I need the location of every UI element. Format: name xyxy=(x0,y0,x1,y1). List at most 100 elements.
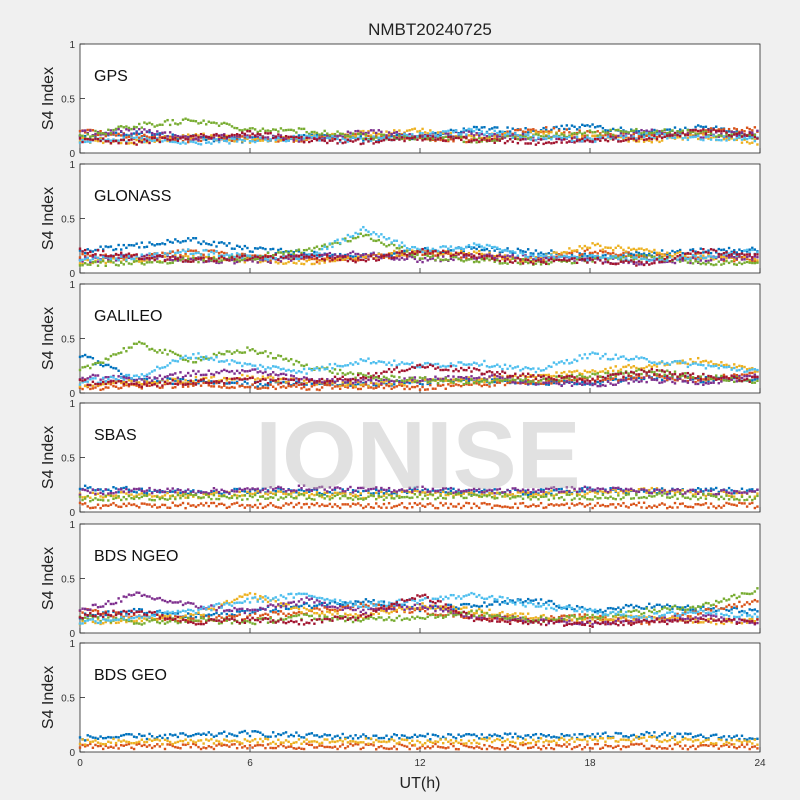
data-point xyxy=(447,138,450,141)
data-point xyxy=(707,135,710,138)
data-point xyxy=(529,138,532,141)
data-point xyxy=(117,125,120,128)
data-point xyxy=(678,134,682,138)
data-point xyxy=(537,254,540,257)
data-point xyxy=(454,130,458,134)
data-point xyxy=(122,376,125,379)
data-point xyxy=(302,252,306,255)
data-point xyxy=(302,255,306,259)
data-point xyxy=(223,121,226,125)
data-point xyxy=(326,133,329,137)
data-point xyxy=(470,128,473,131)
data-point xyxy=(593,250,597,254)
data-point xyxy=(421,385,424,389)
data-point xyxy=(223,376,226,380)
data-point xyxy=(691,130,695,134)
data-point xyxy=(83,365,87,369)
data-point xyxy=(622,260,625,263)
data-point xyxy=(148,376,151,380)
data-point xyxy=(526,248,530,251)
data-point xyxy=(310,257,314,261)
data-point xyxy=(658,260,661,264)
data-point xyxy=(223,242,226,245)
data-point xyxy=(717,129,720,133)
data-point xyxy=(326,383,329,387)
data-point xyxy=(632,253,635,257)
data-point xyxy=(199,121,203,125)
data-point xyxy=(153,258,156,262)
data-point xyxy=(393,136,396,140)
data-point xyxy=(277,133,280,136)
data-point xyxy=(163,139,167,142)
data-point xyxy=(735,136,739,140)
data-point xyxy=(225,136,229,139)
data-point xyxy=(380,133,383,136)
data-point xyxy=(501,262,504,265)
data-point xyxy=(156,252,159,255)
data-point xyxy=(212,252,216,255)
data-point xyxy=(269,248,272,251)
data-point xyxy=(408,381,411,385)
data-point xyxy=(678,362,682,365)
data-point xyxy=(194,372,198,376)
data-point xyxy=(308,253,311,256)
data-point xyxy=(354,260,357,264)
data-point xyxy=(341,372,344,375)
data-point xyxy=(127,262,131,265)
data-point xyxy=(408,137,411,140)
data-point xyxy=(287,359,290,363)
data-point xyxy=(94,253,97,256)
data-point xyxy=(328,260,332,263)
data-point xyxy=(354,129,357,133)
data-point xyxy=(539,260,543,264)
data-point xyxy=(127,129,131,132)
data-point xyxy=(514,259,517,263)
data-point xyxy=(235,382,239,385)
data-point xyxy=(168,140,172,143)
data-point xyxy=(158,386,162,390)
data-point xyxy=(248,136,252,139)
data-point xyxy=(441,379,445,383)
data-point xyxy=(439,132,442,135)
data-point xyxy=(114,385,118,388)
data-point xyxy=(439,136,442,140)
data-point xyxy=(720,134,723,137)
data-point xyxy=(127,346,131,349)
data-point xyxy=(593,137,597,141)
data-point xyxy=(135,143,138,146)
data-point xyxy=(390,132,393,136)
data-point xyxy=(467,251,471,255)
data-point xyxy=(158,123,162,126)
data-point xyxy=(632,377,635,380)
data-point xyxy=(524,138,527,141)
data-point xyxy=(532,139,535,142)
data-point xyxy=(241,129,244,132)
data-point xyxy=(246,374,249,378)
data-point xyxy=(568,381,571,385)
data-point xyxy=(166,379,169,382)
data-point xyxy=(83,262,87,265)
data-point xyxy=(282,380,285,384)
data-point xyxy=(356,259,360,262)
data-point xyxy=(483,136,486,140)
data-point xyxy=(282,250,285,254)
data-point xyxy=(606,257,610,260)
data-point xyxy=(202,240,205,243)
data-point xyxy=(179,255,182,259)
data-point xyxy=(380,137,383,140)
data-point xyxy=(480,138,484,141)
data-point xyxy=(266,251,270,255)
data-point xyxy=(588,140,592,143)
data-point xyxy=(150,256,154,260)
data-point xyxy=(385,134,388,137)
data-point xyxy=(122,138,125,142)
data-point xyxy=(632,256,635,259)
data-point xyxy=(346,259,350,263)
data-point xyxy=(578,245,581,248)
data-point xyxy=(112,384,115,388)
data-point xyxy=(678,128,682,131)
data-point xyxy=(648,252,651,256)
data-point xyxy=(423,131,427,134)
data-point xyxy=(555,140,558,144)
data-point xyxy=(114,127,118,131)
